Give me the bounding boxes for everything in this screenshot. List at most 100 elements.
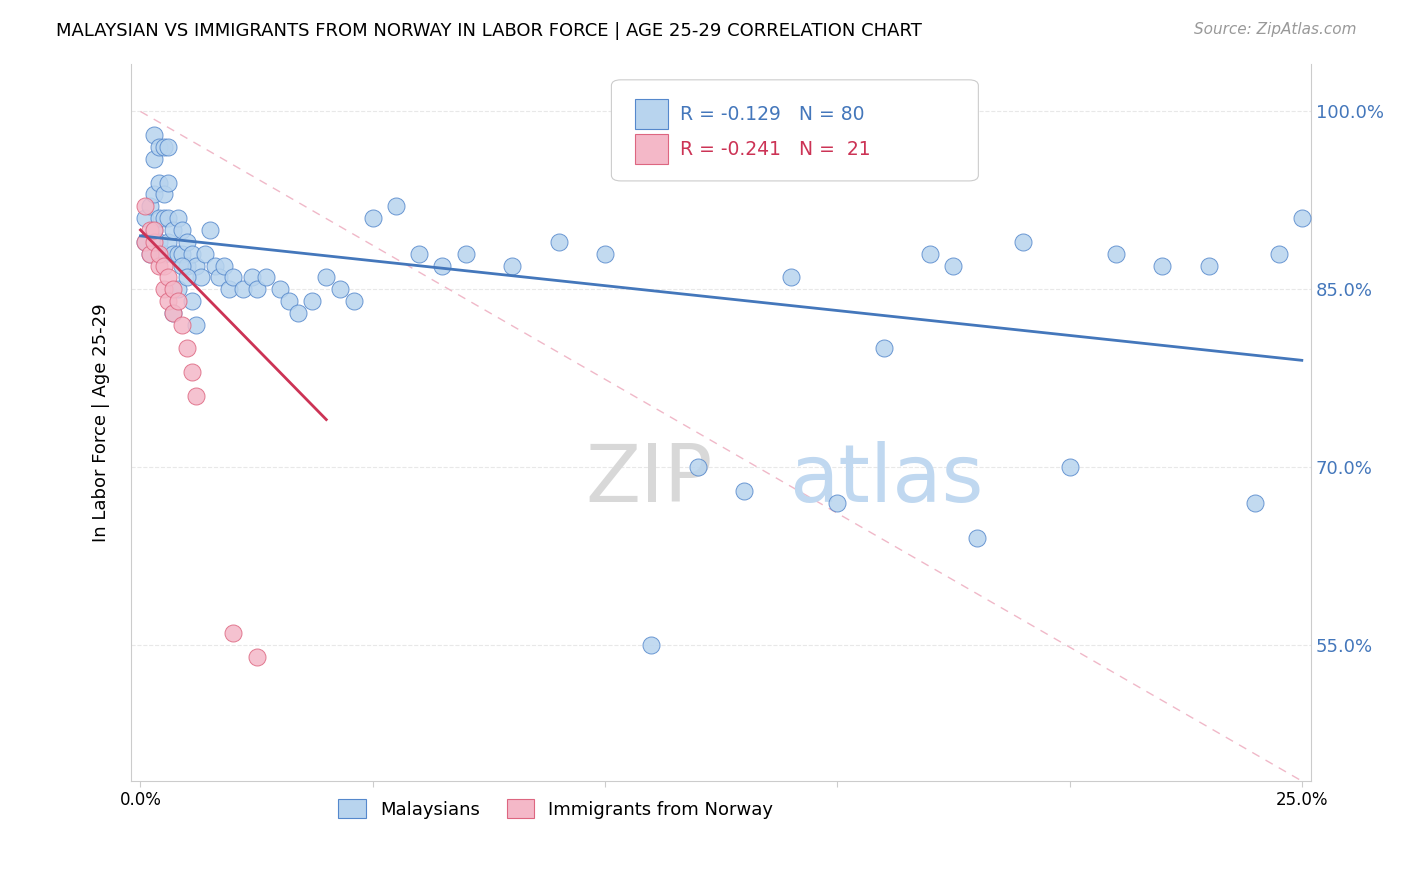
Point <box>194 246 217 260</box>
FancyBboxPatch shape <box>612 79 979 181</box>
Point <box>143 128 166 143</box>
Bar <box>636 135 668 164</box>
Point <box>873 342 896 356</box>
Point <box>172 318 194 332</box>
Point <box>222 625 245 640</box>
Point <box>148 176 170 190</box>
Point <box>1267 246 1289 260</box>
Point <box>139 223 162 237</box>
Point <box>152 140 174 154</box>
Point <box>152 282 174 296</box>
Point <box>408 246 430 260</box>
Point <box>134 211 156 226</box>
Point <box>157 235 180 249</box>
Point <box>454 246 477 260</box>
Point <box>162 282 184 296</box>
Point <box>176 342 198 356</box>
Point <box>152 211 174 226</box>
Point <box>1244 495 1267 509</box>
Point <box>942 259 965 273</box>
Point <box>222 270 245 285</box>
Point <box>180 246 202 260</box>
Text: MALAYSIAN VS IMMIGRANTS FROM NORWAY IN LABOR FORCE | AGE 25-29 CORRELATION CHART: MALAYSIAN VS IMMIGRANTS FROM NORWAY IN L… <box>56 22 922 40</box>
Point <box>212 259 235 273</box>
Point <box>166 211 188 226</box>
Point <box>157 294 180 309</box>
Point <box>162 306 184 320</box>
Point <box>1198 259 1220 273</box>
Y-axis label: In Labor Force | Age 25-29: In Labor Force | Age 25-29 <box>93 303 110 541</box>
Point <box>172 259 194 273</box>
Point <box>180 294 202 309</box>
Point <box>143 152 166 166</box>
Point <box>278 294 301 309</box>
Point <box>172 223 194 237</box>
Point <box>176 259 198 273</box>
Point <box>166 246 188 260</box>
Point <box>593 246 616 260</box>
Point <box>186 389 208 403</box>
Point <box>1012 235 1035 249</box>
Point <box>176 235 198 249</box>
Point <box>157 211 180 226</box>
Point <box>1291 211 1313 226</box>
Point <box>148 140 170 154</box>
Point <box>139 246 162 260</box>
Point <box>432 259 454 273</box>
Point <box>134 199 156 213</box>
Point <box>152 259 174 273</box>
Point <box>315 270 337 285</box>
Point <box>143 235 166 249</box>
Point <box>232 282 254 296</box>
Point <box>245 282 267 296</box>
Point <box>920 246 942 260</box>
Text: R = -0.241   N =  21: R = -0.241 N = 21 <box>681 140 870 159</box>
Point <box>547 235 569 249</box>
Point <box>180 365 202 379</box>
Point <box>166 282 188 296</box>
Point <box>361 211 384 226</box>
Point <box>1152 259 1174 273</box>
Point <box>779 270 801 285</box>
Point <box>162 223 184 237</box>
Text: ZIP: ZIP <box>585 441 713 519</box>
Point <box>190 270 212 285</box>
Point <box>172 246 194 260</box>
Point <box>501 259 523 273</box>
Point <box>966 531 988 545</box>
Text: Source: ZipAtlas.com: Source: ZipAtlas.com <box>1194 22 1357 37</box>
Point <box>162 246 184 260</box>
Point <box>198 223 221 237</box>
Point <box>186 259 208 273</box>
Point <box>825 495 848 509</box>
Point <box>269 282 291 296</box>
Point <box>1059 460 1081 475</box>
Point <box>385 199 408 213</box>
Point <box>143 223 166 237</box>
Point <box>139 199 162 213</box>
Point <box>152 187 174 202</box>
Point <box>148 246 170 260</box>
Text: atlas: atlas <box>790 441 984 519</box>
Point <box>218 282 240 296</box>
Point <box>287 306 309 320</box>
Point <box>152 246 174 260</box>
Point <box>343 294 366 309</box>
Point <box>245 649 267 664</box>
Point <box>143 187 166 202</box>
Point <box>166 294 188 309</box>
Point <box>139 246 162 260</box>
Point <box>148 259 170 273</box>
Point <box>301 294 323 309</box>
Point <box>686 460 709 475</box>
Point <box>176 270 198 285</box>
Point <box>148 235 170 249</box>
Point <box>157 140 180 154</box>
Bar <box>636 99 668 129</box>
Point <box>143 223 166 237</box>
Point <box>204 259 226 273</box>
Legend: Malaysians, Immigrants from Norway: Malaysians, Immigrants from Norway <box>332 792 780 826</box>
Text: R = -0.129   N = 80: R = -0.129 N = 80 <box>681 104 865 124</box>
Point <box>162 306 184 320</box>
Point <box>240 270 263 285</box>
